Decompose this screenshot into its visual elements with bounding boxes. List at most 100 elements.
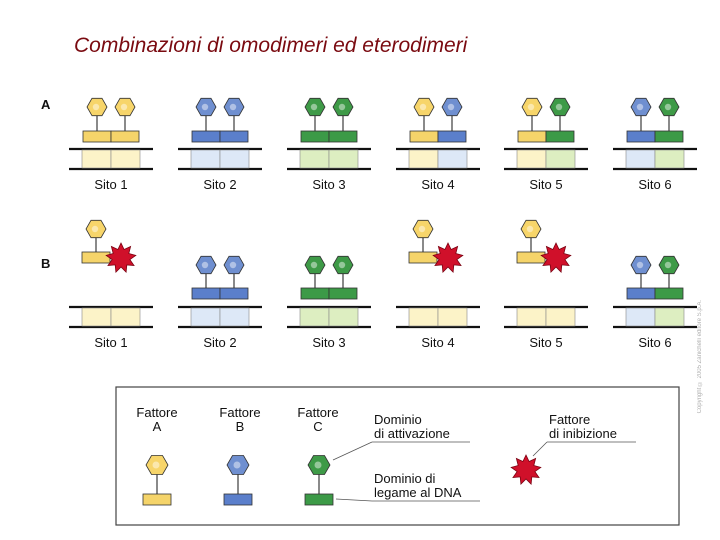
factor-b-5-1-activation-domain: [520, 219, 542, 239]
legend-factor-a-label-line-1: Fattore: [136, 405, 177, 420]
site-label: Sito 2: [203, 335, 236, 350]
factor-a-4-2-highlight: [447, 103, 455, 111]
factor-b-6-2-highlight: [664, 261, 672, 269]
page-title: Combinazioni di omodimeri ed eterodimeri: [74, 34, 468, 57]
site-label: Sito 5: [529, 335, 562, 350]
factor-a-1-1-highlight: [92, 103, 100, 111]
factor-a-4-2-activation-domain: [441, 97, 463, 117]
site-label: Sito 5: [529, 177, 562, 192]
factor-b-6-1-activation-domain: [630, 255, 652, 275]
legend-activation-leader: [332, 441, 373, 461]
dna-site-a-6-half-2: [654, 149, 685, 169]
factor-a-4-1-highlight: [419, 103, 427, 111]
legend-activation-label-line-1: Dominio: [374, 412, 422, 427]
factor-a-6-2-highlight: [664, 103, 672, 111]
factor-b-1-1-binding-domain: [81, 251, 111, 264]
factor-b-6-2-activation-domain: [658, 255, 680, 275]
site-label: Sito 1: [94, 335, 127, 350]
dna-site-a-3-half-2: [328, 149, 359, 169]
dna-site-a-2-half-1: [190, 149, 221, 169]
legend-factor-c-icon-activation-domain: [307, 455, 331, 475]
legend-factor-a-label-line-2: A: [153, 419, 162, 434]
factor-a-3-2-activation-domain: [332, 97, 354, 117]
factor-b-5-1-highlight: [526, 225, 534, 233]
dna-site-a-5-half-1: [516, 149, 547, 169]
factor-b-3-2-binding-domain: [328, 287, 358, 300]
factor-b-3-1-activation-domain: [304, 255, 326, 275]
site-label: Sito 3: [312, 335, 345, 350]
factor-a-3-1-activation-domain: [304, 97, 326, 117]
legend-inhibitor-icon: [510, 454, 542, 485]
factor-a-2-2-highlight: [229, 103, 237, 111]
dna-site-a-1-half-1: [81, 149, 112, 169]
factor-a-1-2-binding-domain: [110, 130, 140, 143]
factor-b-5-1-binding-domain: [516, 251, 546, 264]
row-b-site-3: Sito 3: [287, 255, 371, 350]
factor-a-2-1-activation-domain: [195, 97, 217, 117]
site-label: Sito 4: [421, 335, 454, 350]
factor-a-4-1-activation-domain: [413, 97, 435, 117]
factor-a-5-2-binding-domain: [545, 130, 575, 143]
site-label: Sito 6: [638, 177, 671, 192]
factor-b-3-1-binding-domain: [300, 287, 330, 300]
factor-a-1-1-binding-domain: [82, 130, 112, 143]
factor-b-2-2-highlight: [229, 261, 237, 269]
factor-b-3-2-highlight: [338, 261, 346, 269]
site-label: Sito 3: [312, 177, 345, 192]
legend-binding-label-line-2: legame al DNA: [374, 485, 462, 500]
row-label-b: B: [41, 256, 50, 271]
legend-factor-a-icon-activation-domain: [145, 455, 169, 475]
inhibitor-icon-b-4: [432, 242, 464, 273]
factor-a-2-2-activation-domain: [223, 97, 245, 117]
legend-factor-c-icon-binding-domain: [304, 493, 334, 506]
row-b-site-1: Sito 1: [69, 219, 153, 350]
factor-b-6-2-binding-domain: [654, 287, 684, 300]
factor-a-5-1-binding-domain: [517, 130, 547, 143]
legend-activation-label-line-2: di attivazione: [374, 426, 450, 441]
legend-frame: [115, 386, 680, 526]
row-b: B Sito 1 Sito 2 Sito 3 Sito 4 Sito 5 Sito 6: [41, 219, 697, 350]
legend-factor-b-icon-binding-domain: [223, 493, 253, 506]
row-b-site-5: Sito 5: [504, 219, 588, 350]
factor-b-3-1-highlight: [310, 261, 318, 269]
row-a-site-2: Sito 2: [178, 97, 262, 192]
factor-b-6-1-highlight: [636, 261, 644, 269]
inhibitor-icon-b-1: [105, 242, 137, 273]
dna-site-b-3-half-2: [328, 307, 359, 327]
factor-a-4-2-binding-domain: [437, 130, 467, 143]
factor-b-4-1-highlight: [418, 225, 426, 233]
factor-a-3-1-binding-domain: [300, 130, 330, 143]
factor-a-4-1-binding-domain: [409, 130, 439, 143]
dna-site-b-2-half-1: [190, 307, 221, 327]
legend-factor-c-label-line-1: Fattore: [297, 405, 338, 420]
factor-a-3-2-highlight: [338, 103, 346, 111]
row-a-site-4: Sito 4: [396, 97, 480, 192]
dna-site-a-4-half-1: [408, 149, 439, 169]
factor-a-5-2-highlight: [555, 103, 563, 111]
factor-b-2-1-binding-domain: [191, 287, 221, 300]
legend-factor-b-icon-highlight: [233, 461, 241, 469]
dna-site-b-1-half-1: [81, 307, 112, 327]
factor-b-4-1-binding-domain: [408, 251, 438, 264]
factor-a-2-2-binding-domain: [219, 130, 249, 143]
site-label: Sito 6: [638, 335, 671, 350]
factor-b-6-1-binding-domain: [626, 287, 656, 300]
factor-a-3-1-highlight: [310, 103, 318, 111]
legend-factor-b-icon-activation-domain: [226, 455, 250, 475]
factor-b-1-1-highlight: [91, 225, 99, 233]
factor-a-5-2-activation-domain: [549, 97, 571, 117]
legend-inhibitor-label-line-1: Fattore: [549, 412, 590, 427]
dna-site-b-4-half-2: [437, 307, 468, 327]
factor-b-3-2-activation-domain: [332, 255, 354, 275]
factor-b-2-1-activation-domain: [195, 255, 217, 275]
legend-factor-c-label-line-2: C: [313, 419, 322, 434]
dna-site-a-6-half-1: [625, 149, 656, 169]
dna-site-b-6-half-2: [654, 307, 685, 327]
factor-a-1-2-highlight: [120, 103, 128, 111]
row-b-site-2: Sito 2: [178, 255, 262, 350]
row-a-site-1: Sito 1: [69, 97, 153, 192]
factor-b-1-1-activation-domain: [85, 219, 107, 239]
dna-site-b-6-half-1: [625, 307, 656, 327]
row-a-site-3: Sito 3: [287, 97, 371, 192]
